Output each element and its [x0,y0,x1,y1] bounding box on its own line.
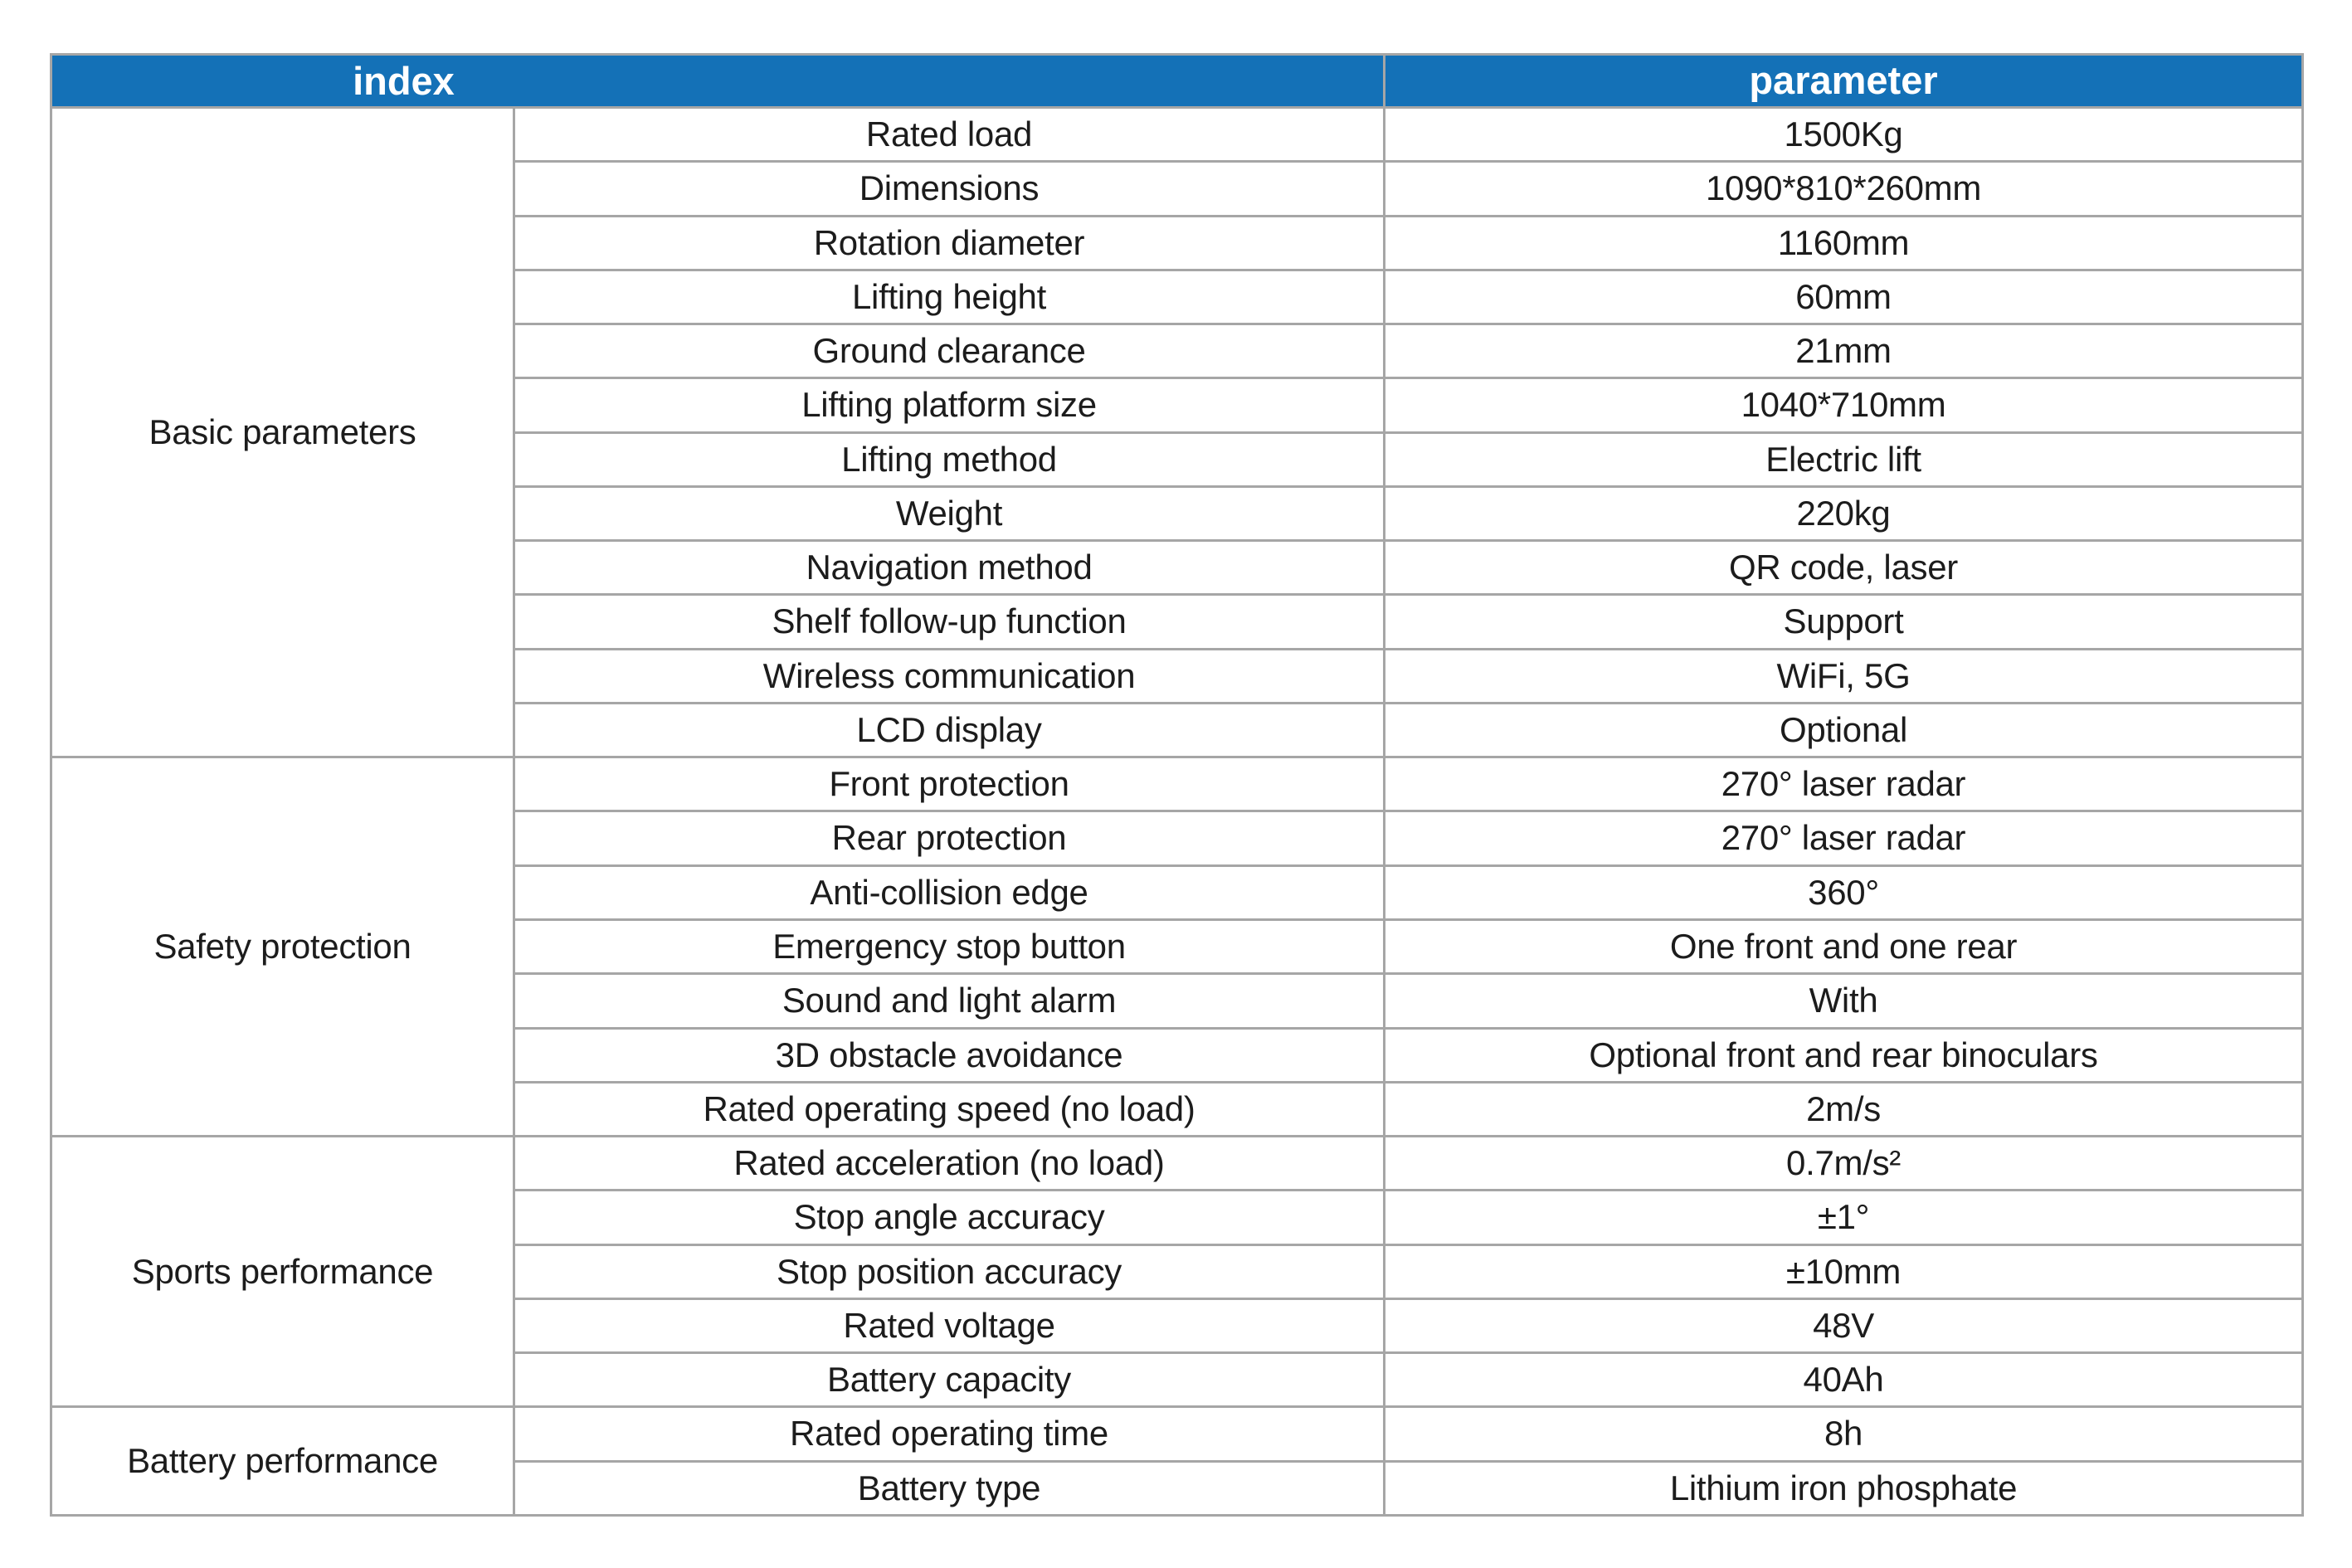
spec-name-cell: Shelf follow-up function [513,593,1385,650]
spec-name-cell: Battery type [513,1459,1385,1517]
spec-value-cell: 1160mm [1383,214,2304,271]
spec-table: index parameter Basic parameters Rated l… [50,53,2304,1517]
spec-name-cell: Emergency stop button [513,918,1385,976]
table-row: Battery type Lithium iron phosphate [51,1459,2304,1517]
spec-name-cell: Rated voltage [513,1297,1385,1355]
spec-name-cell: Lifting method [513,431,1385,488]
table-row: Battery capacity 40Ah [51,1351,2304,1409]
spec-value-cell: 270° laser radar [1383,756,2304,813]
table-row: Anti-collision edge 360° [51,864,2304,921]
spec-name-cell: Stop position accuracy [513,1243,1385,1300]
table-row: Rated voltage 48V [51,1297,2304,1355]
table-row: Stop angle accuracy ±1° [51,1189,2304,1246]
table-row: Rear protection 270° laser radar [51,810,2304,867]
spec-name-cell: Anti-collision edge [513,864,1385,921]
table-row: Battery performance Rated operating time… [50,1405,2304,1517]
table-row: Lifting height 60mm [51,268,2304,326]
header-cell-index: index [50,53,1385,109]
table-row: Dimensions 1090*810*260mm [51,160,2304,217]
spec-value-cell: WiFi, 5G [1383,647,2304,704]
table-row: Lifting platform size 1040*710mm [51,377,2304,434]
spec-value-cell: 8h [1383,1405,2304,1463]
spec-value-cell: 40Ah [1383,1351,2304,1409]
header-cell-parameter: parameter [1383,53,2304,109]
spec-value-cell: QR code, laser [1383,539,2304,597]
spec-value-cell: 1040*710mm [1383,377,2304,434]
table-row: Stop position accuracy ±10mm [51,1243,2304,1300]
table-row: Rotation diameter 1160mm [51,214,2304,271]
spec-name-cell: Front protection [513,756,1385,813]
spec-value-cell: 1090*810*260mm [1383,160,2304,217]
spec-name-cell: Weight [513,485,1385,543]
table-row: Navigation method QR code, laser [51,539,2304,597]
table-row: LCD display Optional [51,701,2304,759]
category-cell-sports-performance: Sports performance [50,1135,515,1409]
table-row: Basic parameters Rated load 1500Kg [50,105,2304,759]
spec-name-cell: LCD display [513,701,1385,759]
table-row: Emergency stop button One front and one … [51,918,2304,976]
spec-value-cell: 48V [1383,1297,2304,1355]
table-row: Rated operating speed (no load) 2m/s [51,1080,2304,1138]
table-row: Weight 220kg [51,485,2304,543]
spec-value-cell: 270° laser radar [1383,810,2304,867]
category-cell-battery-performance: Battery performance [50,1405,515,1517]
spec-value-cell: One front and one rear [1383,918,2304,976]
header-parameter-label: parameter [1749,58,1938,103]
spec-name-cell: Stop angle accuracy [513,1189,1385,1246]
spec-name-cell: 3D obstacle avoidance [513,1026,1385,1083]
header-row: index parameter [50,53,2304,109]
spec-name-cell: Rated operating speed (no load) [513,1080,1385,1138]
spec-value-cell: ±1° [1383,1189,2304,1246]
spec-name-cell: Rear protection [513,810,1385,867]
table-row: 3D obstacle avoidance Optional front and… [51,1026,2304,1083]
spec-value-cell: 21mm [1383,323,2304,380]
category-cell-safety-protection: Safety protection [50,756,515,1138]
category-cell-basic-parameters: Basic parameters [50,105,515,759]
table-row: Ground clearance 21mm [51,323,2304,380]
spec-name-cell: Wireless communication [513,647,1385,704]
spec-name-cell: Rated operating time [513,1405,1385,1463]
spec-name-cell: Rotation diameter [513,214,1385,271]
table-row: Shelf follow-up function Support [51,593,2304,650]
spec-name-cell: Rated load [513,105,1385,163]
spec-value-cell: Electric lift [1383,431,2304,488]
spec-name-cell: Lifting platform size [513,377,1385,434]
table-row: Lifting method Electric lift [51,431,2304,488]
header-index-label: index [353,58,455,103]
table-row: Sound and light alarm With [51,972,2304,1030]
spec-value-cell: Optional front and rear binoculars [1383,1026,2304,1083]
spec-value-cell: Optional [1383,701,2304,759]
spec-name-cell: Battery capacity [513,1351,1385,1409]
spec-name-cell: Lifting height [513,268,1385,326]
spec-value-cell: Lithium iron phosphate [1383,1459,2304,1517]
spec-value-cell: With [1383,972,2304,1030]
spec-value-cell: 0.7m/s² [1383,1135,2304,1192]
spec-name-cell: Sound and light alarm [513,972,1385,1030]
spec-value-cell: 2m/s [1383,1080,2304,1138]
spec-value-cell: 360° [1383,864,2304,921]
spec-value-cell: ±10mm [1383,1243,2304,1300]
spec-name-cell: Rated acceleration (no load) [513,1135,1385,1192]
spec-value-cell: 1500Kg [1383,105,2304,163]
spec-name-cell: Ground clearance [513,323,1385,380]
spec-name-cell: Dimensions [513,160,1385,217]
table-row: Safety protection Front protection 270° … [50,756,2304,1138]
spec-value-cell: 220kg [1383,485,2304,543]
table-row: Wireless communication WiFi, 5G [51,647,2304,704]
spec-value-cell: Support [1383,593,2304,650]
spec-name-cell: Navigation method [513,539,1385,597]
table-row: Sports performance Rated acceleration (n… [50,1135,2304,1409]
spec-value-cell: 60mm [1383,268,2304,326]
